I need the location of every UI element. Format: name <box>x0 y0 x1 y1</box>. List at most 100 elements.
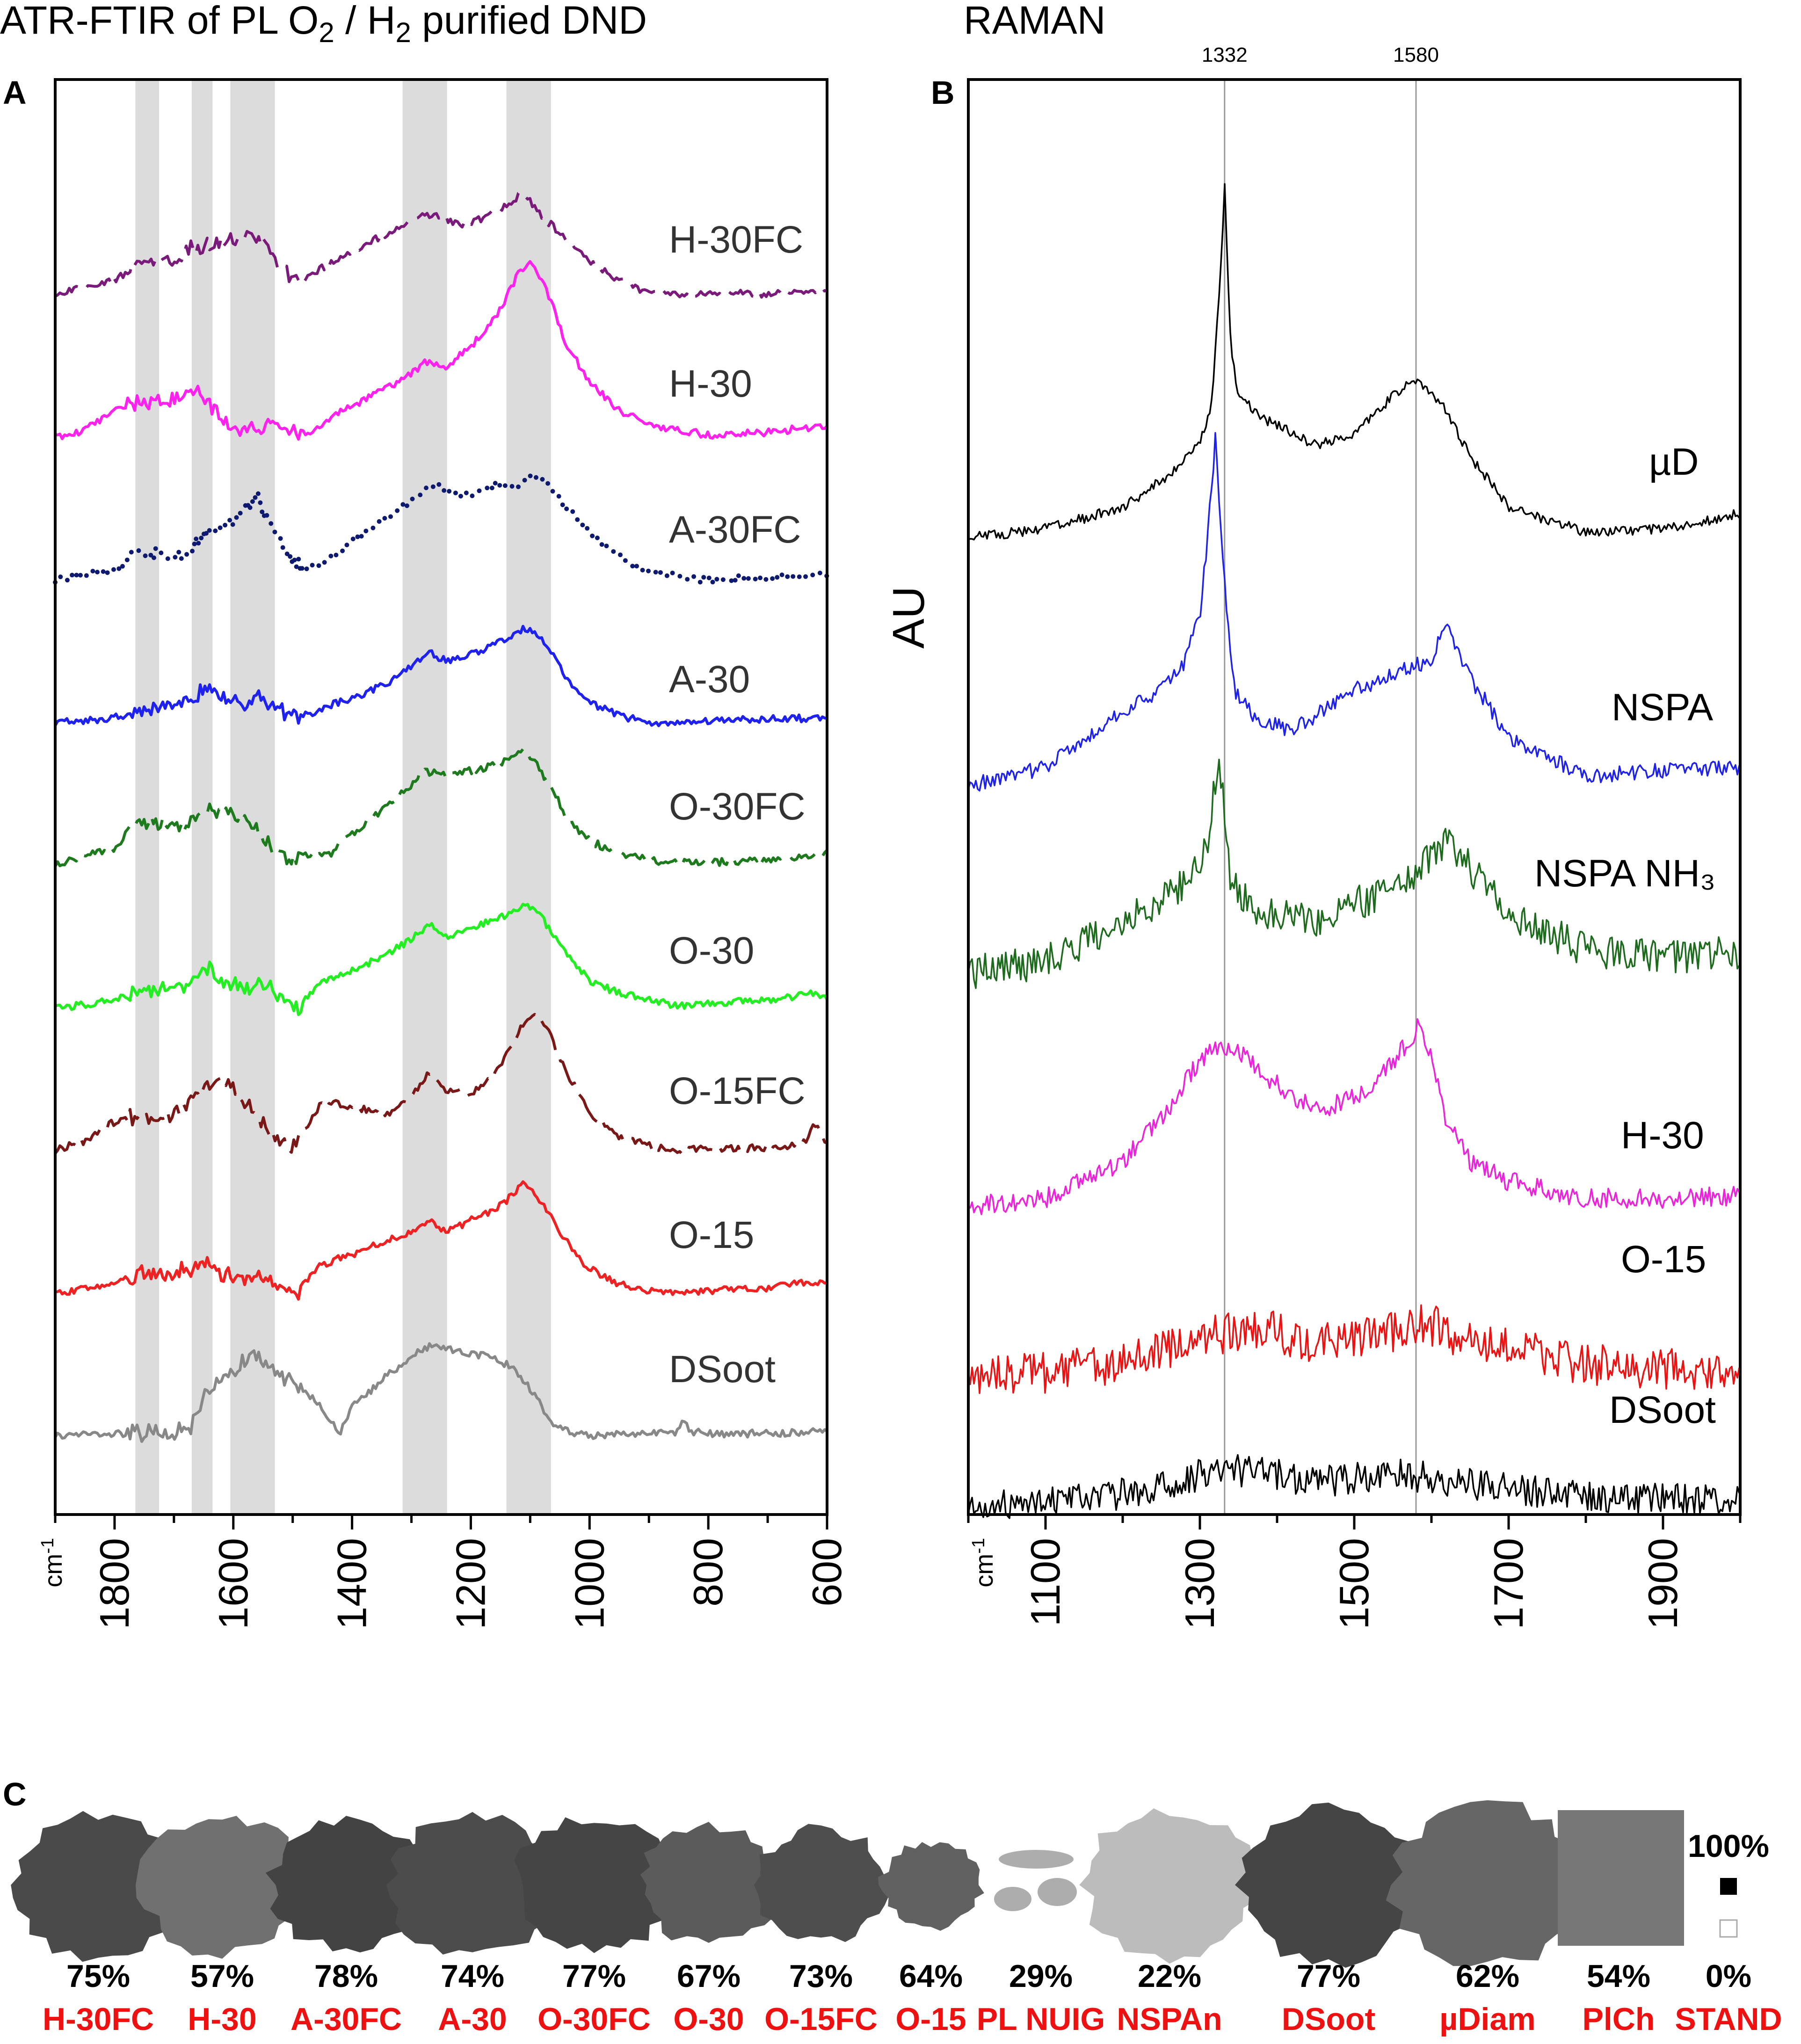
raman-x-tick-label-1300: 1300 <box>1176 1538 1223 1630</box>
raman-series-nspa-nh <box>967 758 1740 989</box>
ftir-label-h-30fc: H-30FC <box>669 218 803 261</box>
panel-a-letter: A <box>3 74 27 111</box>
panel-c-sample-images: 75% H-30FC 57% H-30 78% A-30FC 74% A-30 77% O-30F… <box>11 1800 1782 2037</box>
sample-percent-stand: 0% <box>1706 1958 1751 1994</box>
sample-image-o-15fc <box>754 1824 892 1942</box>
sample-percent-pl-nuig: 29% <box>1009 1958 1073 1994</box>
raman-label-o-15: O-15 <box>1621 1238 1706 1281</box>
ftir-x-tick-label-600: 600 <box>804 1538 850 1607</box>
sample-name-a-30: A-30 <box>438 2001 507 2037</box>
sample-name-a-30fc: A-30FC <box>290 2001 402 2037</box>
ftir-label-a-30: A-30 <box>669 658 750 701</box>
panel-b-title: RAMAN <box>964 0 1105 42</box>
scale-swatch-white <box>1719 1919 1738 1938</box>
panel-b-frame <box>967 78 1742 1516</box>
shaded-band-2 <box>191 80 213 1515</box>
sample-image-pl-nuig <box>999 1850 1074 1869</box>
ftir-label-h-30: H-30 <box>669 362 752 405</box>
sample-percent-diam: 62% <box>1456 1958 1519 1994</box>
ftir-x-axis-label: cm-1 <box>38 1538 67 1587</box>
sample-image-o-30fc <box>514 1817 676 1953</box>
ftir-x-tick-label-1400: 1400 <box>329 1538 375 1630</box>
ftir-label-o-30: O-30 <box>669 929 754 972</box>
sample-image-pl-nuig-part-3 <box>1038 1878 1077 1906</box>
ftir-label-a-30fc: A-30FC <box>669 508 801 551</box>
shaded-band-3 <box>230 80 275 1515</box>
ftir-x-tick-label-1000: 1000 <box>566 1538 612 1630</box>
ftir-label-o-30fc: O-30FC <box>669 785 806 828</box>
sample-image-h-30fc <box>11 1811 180 1962</box>
raman-x-tick-label-1500: 1500 <box>1331 1538 1377 1630</box>
sample-image-o-15 <box>878 1842 984 1931</box>
sample-percent-a-30: 74% <box>441 1958 504 1994</box>
raman-x-tick-label-1900: 1900 <box>1640 1538 1686 1630</box>
ftir-series-o-15 <box>55 1180 828 1301</box>
ftir-x-tick-label-800: 800 <box>685 1538 731 1607</box>
raman-series-h-30 <box>968 1018 1740 1215</box>
raman-label-nspa: NSPA <box>1612 686 1714 729</box>
sample-percent-o-30: 67% <box>677 1958 741 1994</box>
sample-name-nspan: NSPAn <box>1117 2001 1222 2037</box>
ftir-series-h-30fc <box>54 190 828 299</box>
raman-reference-label-1580: 1580 <box>1393 43 1439 66</box>
sample-image-plch <box>1558 1810 1684 1946</box>
ftir-series-o-15fc <box>54 1013 828 1155</box>
panel-b-letter: B <box>931 74 955 111</box>
raman-series-nspa <box>967 432 1740 792</box>
sample-image-h-30 <box>136 1816 307 1959</box>
panel-c-letter: C <box>3 1776 27 1812</box>
panel-b-raman-chart: RAMAN 1332 1580 µD NSPA NSPA NH₃ H-30 O-15 DSoot… <box>884 0 1742 1630</box>
sample-name-h-30fc: H-30FC <box>43 2001 154 2037</box>
sample-name-diam: µDiam <box>1439 2001 1535 2037</box>
raman-x-axis-label: cm-1 <box>969 1538 998 1587</box>
sample-image-o-30 <box>640 1822 782 1943</box>
raman-label-h-30: H-30 <box>1621 1114 1704 1157</box>
sample-percent-nspan: 22% <box>1138 1958 1201 1994</box>
raman-label-nspa-nh: NSPA NH₃ <box>1534 852 1715 895</box>
raman-label-dsoot: DSoot <box>1609 1389 1716 1431</box>
raman-y-axis-label: AU <box>884 586 934 648</box>
sample-percent-a-30fc: 78% <box>314 1958 378 1994</box>
sample-name-h-30: H-30 <box>188 2001 256 2037</box>
sample-name-plch: PlCh <box>1583 2001 1655 2037</box>
ftir-series-dsoot <box>54 1342 828 1443</box>
sample-image-pl-nuig-part-2 <box>994 1887 1031 1911</box>
sample-name-o-15fc: O-15FC <box>764 2001 878 2037</box>
raman-x-tick-label-1700: 1700 <box>1485 1538 1532 1630</box>
sample-image-a-30 <box>386 1812 562 1955</box>
sample-name-o-30: O-30 <box>673 2001 744 2037</box>
raman-series-dsoot <box>967 1454 1740 1519</box>
raman-series-o-15 <box>967 1304 1740 1394</box>
ftir-label-dsoot: DSoot <box>669 1348 776 1391</box>
raman-label-d: µD <box>1649 441 1699 483</box>
sample-name-stand: STAND <box>1675 2001 1782 2037</box>
sample-percent-o-15fc: 73% <box>789 1958 853 1994</box>
sample-percent-plch: 54% <box>1587 1958 1650 1994</box>
raman-x-tick-label-1100: 1100 <box>1022 1538 1068 1626</box>
sample-percent-h-30fc: 75% <box>66 1958 130 1994</box>
raman-reference-label-1332: 1332 <box>1202 43 1248 66</box>
shaded-band-5 <box>506 80 551 1515</box>
sample-image-nspan <box>1079 1808 1262 1964</box>
sample-name-pl-nuig: PL NUIG <box>977 2001 1105 2037</box>
ftir-x-tick-label-1200: 1200 <box>447 1538 494 1630</box>
sample-percent-o-30fc: 77% <box>562 1958 626 1994</box>
scale-label-top: 100% <box>1688 1828 1769 1864</box>
sample-percent-h-30: 57% <box>190 1958 254 1994</box>
ftir-label-o-15: O-15 <box>669 1214 754 1256</box>
sample-image-dsoot <box>1235 1802 1423 1968</box>
sample-percent-dsoot: 77% <box>1297 1958 1360 1994</box>
raman-series-d <box>968 183 1740 541</box>
scale-swatch-black <box>1720 1878 1737 1895</box>
ftir-series-o-30 <box>54 903 828 1016</box>
panel-a-title: ATR-FTIR of PL O2 / H2 purified DND <box>0 0 647 48</box>
sample-name-dsoot: DSoot <box>1282 2001 1375 2037</box>
sample-image-a-30fc <box>265 1816 426 1953</box>
ftir-series-a-30 <box>54 624 828 727</box>
sample-name-o-15: O-15 <box>895 2001 966 2037</box>
ftir-x-tick-label-1800: 1800 <box>91 1538 138 1630</box>
ftir-series-o-30fc <box>54 747 828 867</box>
shaded-band-1 <box>135 80 160 1515</box>
shaded-band-4 <box>402 80 447 1515</box>
